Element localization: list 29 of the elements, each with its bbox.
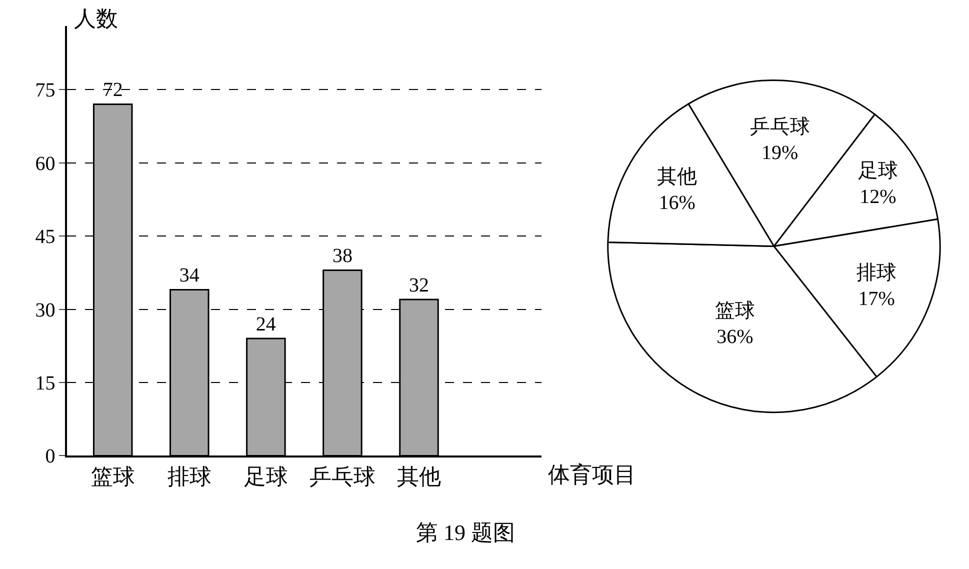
data-label: 19% [762,142,798,164]
slice-label: 其他 [657,166,698,188]
data-label: 24 [256,314,276,336]
slice-label: 篮球 [714,300,755,322]
data-label: 36% [716,326,754,348]
data-label: 17% [858,288,895,310]
data-label: 32 [408,274,429,296]
y-tick-label: 45 [35,226,56,248]
y-tick-label: 15 [35,372,56,394]
x-tick-label: 其他 [396,464,441,489]
slice-label: 排球 [856,262,897,284]
x-tick-label: 篮球 [90,464,135,489]
y-tick-label: 30 [35,299,56,322]
text: 第 19 题图 [416,520,515,545]
slice-label: 足球 [858,160,898,182]
x-axis-title: 体育项目 [548,462,636,487]
y-axis-title: 人数 [74,6,118,31]
x-tick-label: 排球 [167,464,212,489]
data-label: 72 [102,79,123,102]
y-tick-label: 0 [45,446,56,468]
x-tick-label: 足球 [244,464,288,489]
data-label: 34 [179,264,200,287]
slice-label: 乒乓球 [750,116,810,138]
data-label: 12% [860,186,896,208]
data-label: 38 [332,245,352,268]
data-label: 16% [658,192,696,214]
y-tick-label: 60 [35,152,56,175]
x-tick-label: 乒乓球 [309,464,376,489]
y-tick-label: 75 [35,80,56,102]
